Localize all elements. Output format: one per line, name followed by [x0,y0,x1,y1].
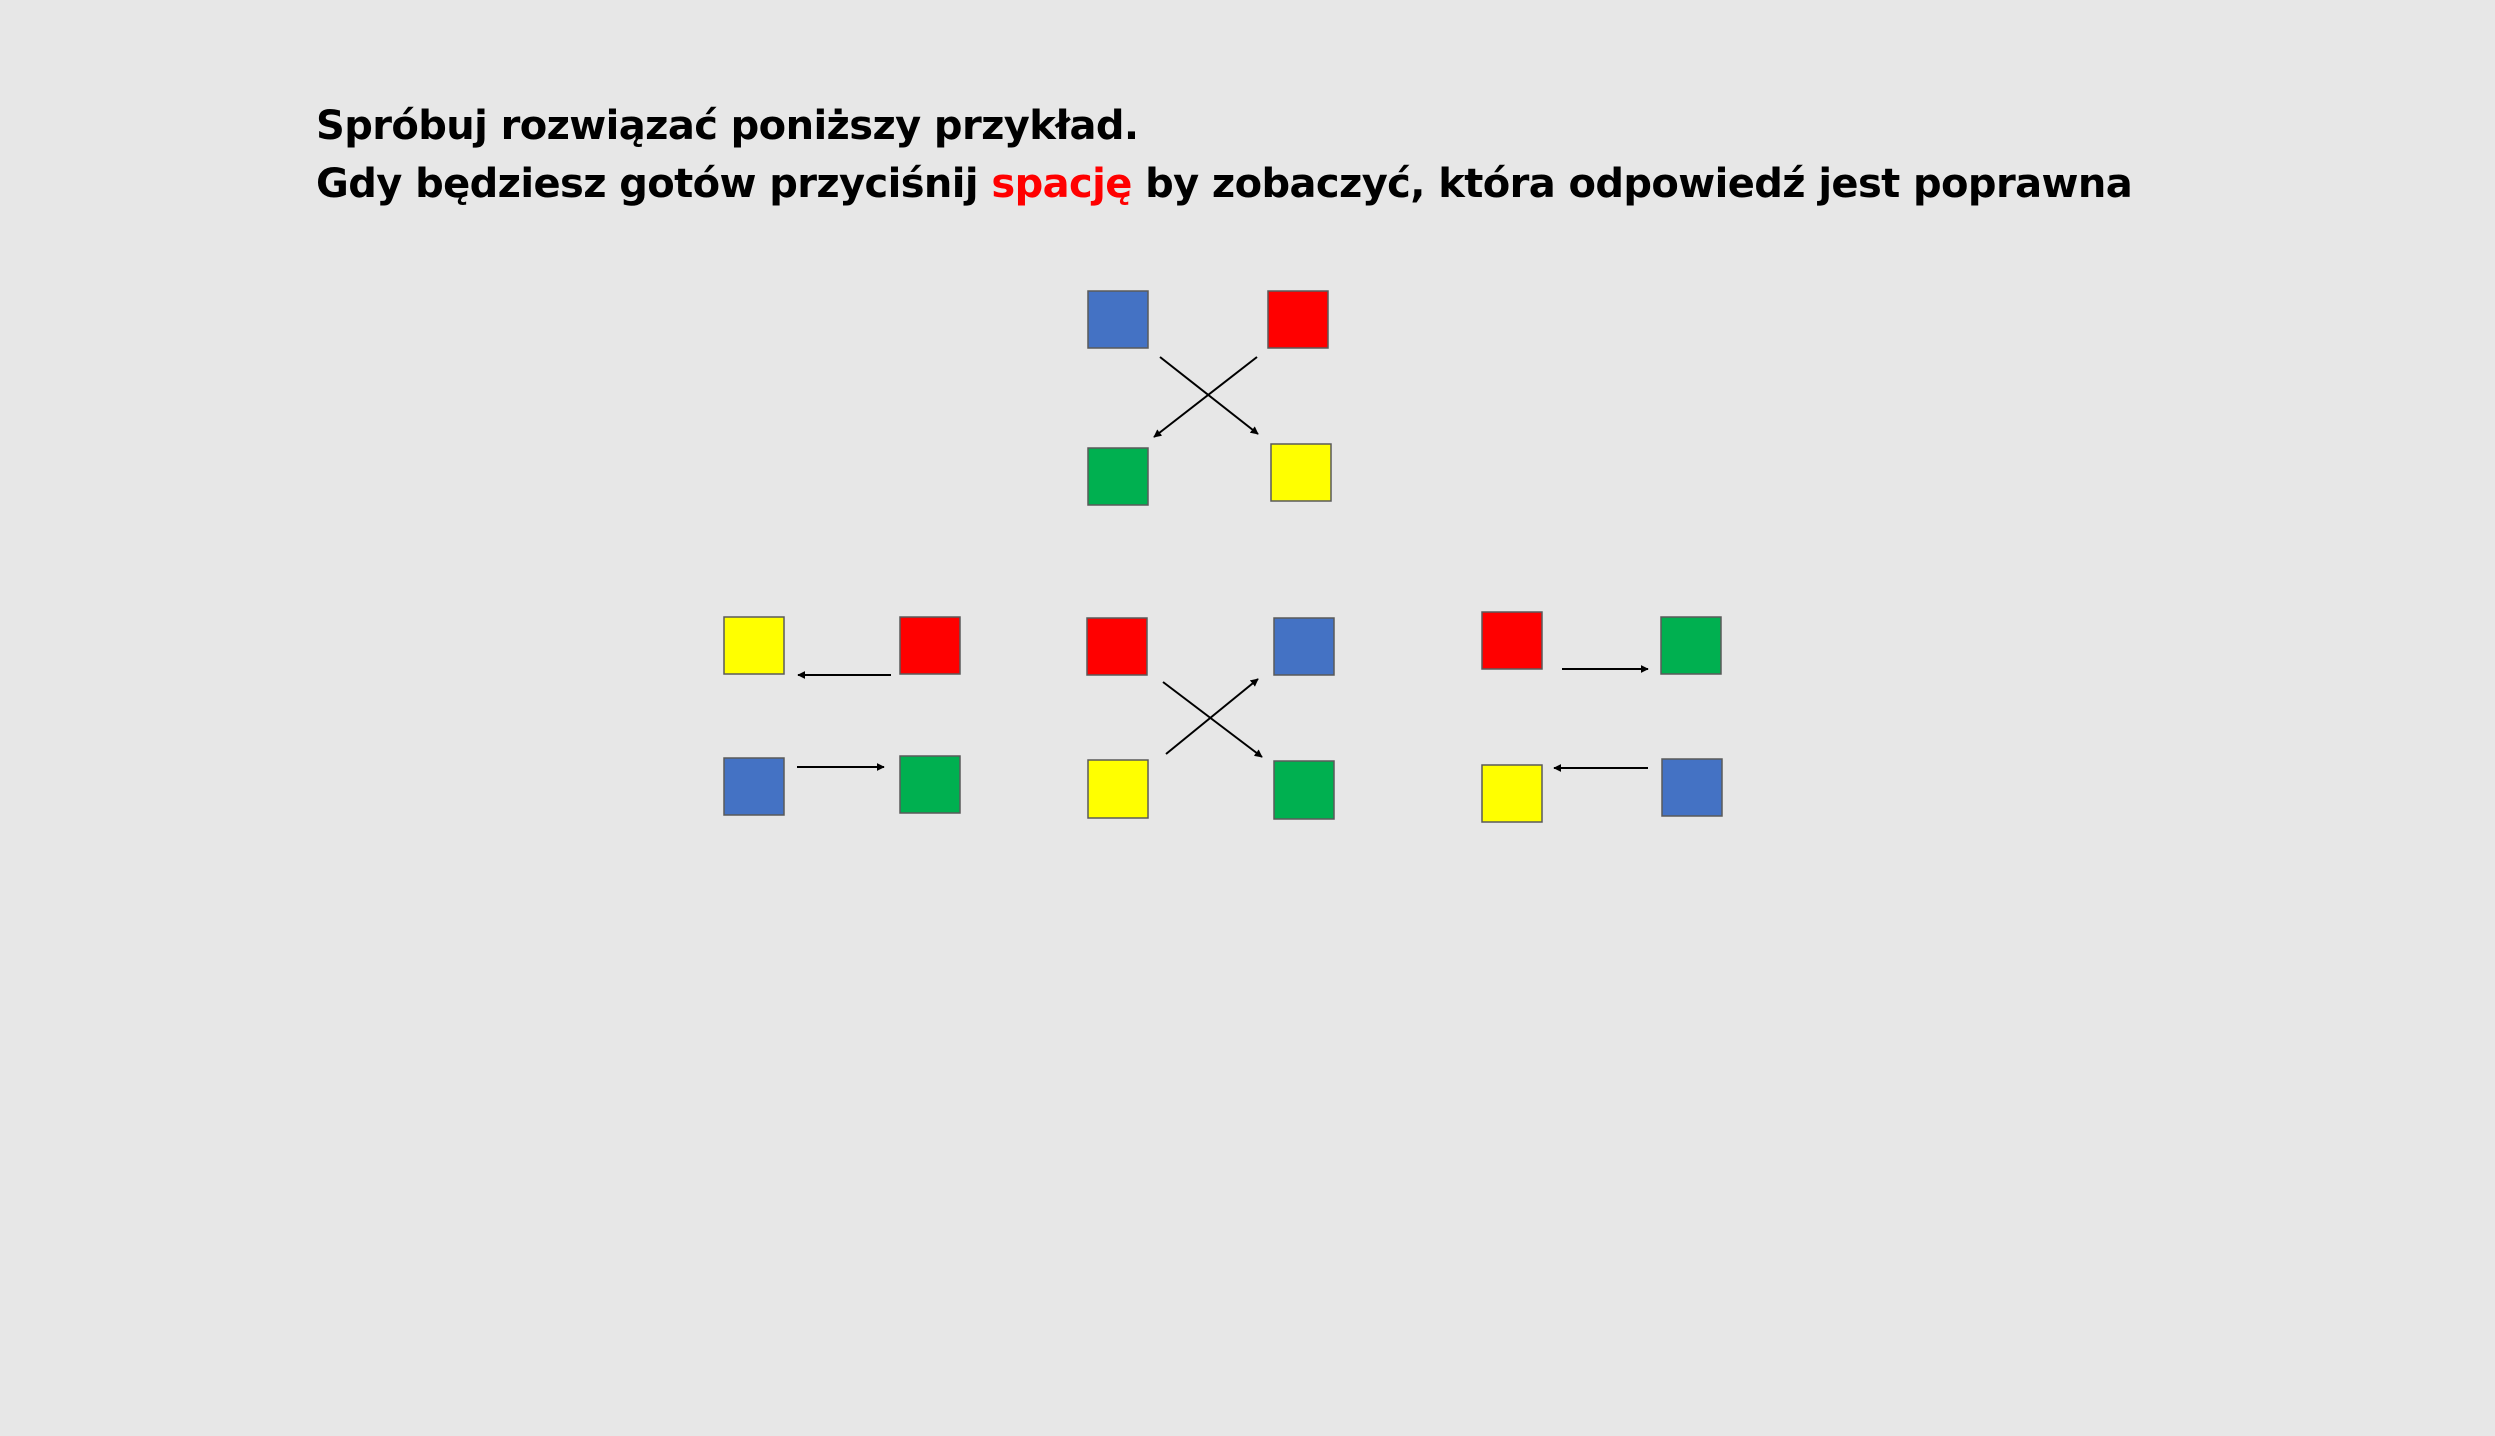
example-bottom-left-square [1087,447,1149,506]
option-3-top-left-square [1481,611,1543,670]
option-3-top-right-square [1660,616,1722,675]
instruction-text-after: by zobaczyć, która odpowiedź jest popraw… [1131,161,2133,207]
option-1-top-left-square [723,616,785,675]
example-top-right-square [1267,290,1329,349]
space-key-highlight: spację [991,161,1132,207]
option-1-bottom-right-square [899,755,961,814]
example-arrow-top-right-to-bottom-left [1153,356,1258,438]
option-1-bottom-left-square [723,757,785,816]
option-2-bottom-right-square [1273,760,1335,820]
option-2-bottom-left-square [1087,759,1149,819]
option-3-bottom-left-square [1481,764,1543,823]
example-puzzle [1087,290,1332,506]
option-1-top-right-square [899,616,961,675]
option-2-arrow-top-left-to-bottom-right [1162,681,1263,758]
answer-option-3[interactable] [1481,611,1723,823]
option-2-top-right-square [1273,617,1335,676]
instruction-text-before: Gdy będziesz gotów przyciśnij [316,161,992,207]
option-3-bottom-right-square [1661,758,1723,817]
example-bottom-right-square [1270,443,1332,502]
instruction-line-1: Spróbuj rozwiązać poniższy przykład. [316,103,1139,149]
answer-option-1[interactable] [723,616,961,816]
option-2-arrow-bottom-left-to-top-right [1165,678,1259,755]
answer-option-2[interactable] [1086,617,1335,820]
example-arrow-top-left-to-bottom-right [1159,356,1259,435]
example-top-left-square [1087,290,1149,349]
option-2-top-left-square [1086,617,1148,676]
instruction-line-2: Gdy będziesz gotów przyciśnij spację by … [316,161,2133,207]
